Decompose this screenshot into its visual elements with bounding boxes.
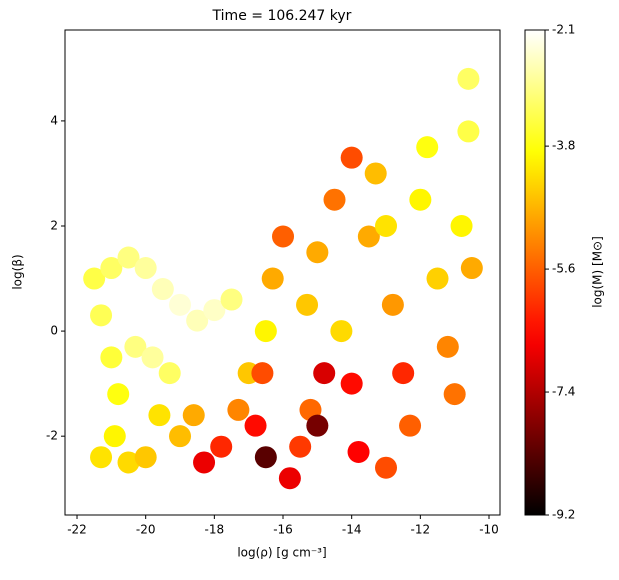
x-tick-label: -16 [273,523,293,537]
point [313,362,336,385]
point [220,288,243,311]
point [117,451,140,474]
point [306,241,329,264]
point [107,383,130,406]
point [210,435,233,458]
point [409,188,432,211]
point [134,446,157,469]
point [450,214,473,237]
point [117,246,140,269]
point [134,257,157,280]
point [244,414,267,437]
y-tick-label: 0 [50,324,58,338]
point [227,398,250,421]
colorbar-tick-label: -2.1 [552,23,575,37]
point [100,257,123,280]
point [364,162,387,185]
point [457,67,480,90]
point [443,383,466,406]
point [330,320,353,343]
y-axis-label: log(β) [11,254,25,289]
point [254,446,277,469]
x-tick-label: -22 [67,523,87,537]
point [148,404,171,427]
point [457,120,480,143]
plot-frame [64,29,501,516]
point [186,309,209,332]
point [103,425,126,448]
colorbar-tick-label: -5.6 [552,262,575,276]
colorbar-label: log(M) [M⊙] [591,236,605,308]
colorbar-tick-label: -3.8 [552,139,575,153]
colorbar [524,29,546,516]
point [90,304,113,327]
point [323,188,346,211]
point [90,446,113,469]
point [357,225,380,248]
point [399,414,422,437]
x-tick-label: -10 [479,523,499,537]
point [254,320,277,343]
point [340,146,363,169]
point [278,467,301,490]
x-tick-label: -18 [205,523,225,537]
point [193,451,216,474]
point [426,267,449,290]
point [83,267,106,290]
point [182,404,205,427]
point [296,293,319,316]
x-tick-label: -12 [411,523,431,537]
point [416,136,439,159]
point [251,362,274,385]
point [436,335,459,358]
point [151,278,174,301]
point [375,214,398,237]
point [460,257,483,280]
point [289,435,312,458]
colorbar-tick-label: -7.4 [552,385,575,399]
y-tick-label: 4 [50,113,58,127]
chart-title: Time = 106.247 kyr [212,8,352,24]
point [306,414,329,437]
point [169,425,192,448]
point [141,346,164,369]
point [203,299,226,322]
point [100,346,123,369]
point [375,456,398,479]
point [381,293,404,316]
x-axis-label: log(ρ) [g cm⁻³] [237,546,326,560]
point [272,225,295,248]
x-tick-label: -20 [136,523,156,537]
point [124,335,147,358]
point [261,267,284,290]
point [169,293,192,316]
y-tick-label: -2 [46,429,58,443]
x-tick-label: -14 [342,523,362,537]
colorbar-tick-label: -9.2 [552,508,575,522]
point [340,372,363,395]
point [158,362,181,385]
point [347,440,370,463]
y-tick-label: 2 [50,218,58,232]
point [392,362,415,385]
